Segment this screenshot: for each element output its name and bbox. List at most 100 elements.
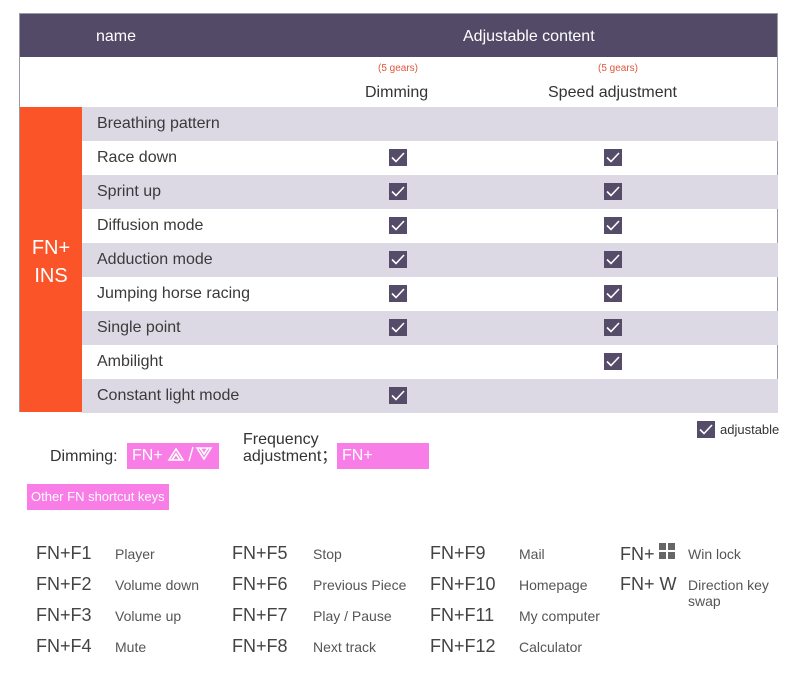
shortcut-description: Volume up — [115, 608, 182, 624]
dimming-shortcut-label: Dimming: — [50, 448, 118, 465]
legend: adjustable — [697, 421, 779, 439]
shortcut-key: FN+F2 — [36, 574, 92, 595]
frequency-fn-text: FN+ — [342, 447, 373, 464]
fn-key-line2: INS — [34, 265, 68, 287]
up-down-arrows-icon — [167, 447, 213, 462]
shortcut-key-text: FN+F10 — [430, 574, 496, 594]
shortcut-key-text: FN+F8 — [232, 636, 288, 656]
legend-label: adjustable — [720, 422, 780, 438]
shortcut-key: FN+F9 — [430, 543, 486, 564]
shortcut-key: FN+F6 — [232, 574, 288, 595]
mode-label: Diffusion mode — [97, 217, 204, 234]
dimming-checkbox-icon — [389, 285, 407, 302]
mode-label: Race down — [97, 149, 178, 166]
shortcut-description: Direction key swap — [688, 577, 769, 609]
shortcut-key: FN+F11 — [430, 605, 494, 626]
shortcut-key: FN+ — [620, 543, 678, 567]
checkbox-checked-icon — [697, 421, 715, 439]
shortcut-description: Previous Piece — [313, 577, 407, 593]
table-row: Diffusion mode — [82, 209, 778, 243]
table-header: name Adjustable content — [20, 14, 777, 57]
shortcut-key-text: FN+F6 — [232, 574, 288, 594]
shortcut-description: Mail — [519, 546, 545, 562]
frequency-label-line2: adjustment； — [243, 448, 338, 465]
table-row: Adduction mode — [82, 243, 778, 277]
other-fn-shortcut-keys-banner: Other FN shortcut keys — [27, 484, 169, 510]
table-row: Jumping horse racing — [82, 277, 778, 311]
dimming-column-label: Dimming — [365, 84, 429, 101]
dimming-checkbox-icon — [389, 319, 407, 336]
fn-key-line1: FN+ — [31, 237, 71, 259]
shortcut-description: Next track — [313, 639, 377, 655]
shortcut-key-text: FN+F1 — [36, 543, 92, 563]
mode-label: Adduction mode — [97, 251, 213, 268]
frequency-shortcut-key: FN+ — [337, 443, 429, 488]
mode-label: Constant light mode — [97, 387, 240, 404]
speed-checkbox-icon — [604, 149, 622, 166]
shortcut-key-text: FN+F5 — [232, 543, 288, 563]
dimming-fn-text: FN+ — [132, 447, 163, 464]
dimming-checkbox-icon — [389, 149, 407, 166]
shortcut-key: FN+ W — [620, 574, 677, 595]
shortcut-key-text: FN+F7 — [232, 605, 288, 625]
shortcut-key-text: FN+ W — [620, 574, 677, 594]
shortcut-description: Homepage — [519, 577, 588, 593]
windows-icon — [658, 543, 675, 564]
speed-checkbox-icon — [604, 285, 622, 302]
header-name: name — [96, 28, 137, 45]
table-row: Race down — [82, 141, 778, 175]
shortcut-key-text: FN+F11 — [430, 605, 495, 625]
dimming-gears: (5 gears) — [378, 63, 419, 74]
frequency-label-line1: Frequency — [243, 431, 319, 448]
shortcut-description: My computer — [519, 608, 600, 624]
mode-table: name Adjustable content (5 gears) Dimmin… — [19, 13, 778, 413]
mode-label: Ambilight — [97, 353, 163, 370]
table-row: Constant light mode — [82, 379, 778, 413]
speed-gears: (5 gears) — [598, 63, 639, 74]
speed-checkbox-icon — [604, 319, 622, 336]
frequency-shortcut-label: Frequency adjustment； — [243, 431, 337, 465]
dimming-shortcut-key: FN+ — [127, 443, 219, 469]
shortcut-key-text: FN+F9 — [430, 543, 486, 563]
shortcut-key-text: FN+F4 — [36, 636, 92, 656]
table-row: Single point — [82, 311, 778, 345]
shortcut-key: FN+F7 — [232, 605, 288, 626]
dimming-checkbox-icon — [389, 217, 407, 234]
shortcut-key: FN+F5 — [232, 543, 288, 564]
shortcut-description: Win lock — [688, 546, 741, 562]
mode-label: Sprint up — [97, 183, 162, 200]
shortcut-key: FN+F3 — [36, 605, 92, 626]
table-row: Sprint up — [82, 175, 778, 209]
speed-checkbox-icon — [604, 183, 622, 200]
shortcut-key-text: FN+F12 — [430, 636, 496, 656]
speed-checkbox-icon — [604, 217, 622, 234]
mode-label: Jumping horse racing — [97, 285, 250, 302]
dimming-checkbox-icon — [389, 251, 407, 268]
shortcut-key: FN+F1 — [36, 543, 92, 564]
table-row: Ambilight — [82, 345, 778, 379]
speed-checkbox-icon — [604, 353, 622, 370]
speed-checkbox-icon — [604, 251, 622, 268]
column-subheader: (5 gears) Dimming (5 gears) Speed adjust… — [20, 57, 777, 107]
shortcut-key: FN+F8 — [232, 636, 288, 657]
fn-ins-key-block: FN+ INS — [20, 107, 82, 412]
left-right-arrows-icon — [342, 473, 387, 488]
shortcut-description: Mute — [115, 639, 147, 655]
shortcut-description: Volume down — [115, 577, 200, 593]
shortcut-key-text: FN+ — [620, 543, 655, 564]
mode-label: Breathing pattern — [97, 115, 220, 132]
shortcut-description: Calculator — [519, 639, 583, 655]
shortcut-description: Stop — [313, 546, 342, 562]
table-row: Breathing pattern — [82, 107, 778, 141]
mode-label: Single point — [97, 319, 181, 336]
speed-column-label: Speed adjustment — [548, 84, 677, 101]
dimming-checkbox-icon — [389, 387, 407, 404]
header-adjustable-content: Adjustable content — [463, 28, 595, 45]
shortcut-key: FN+F4 — [36, 636, 92, 657]
shortcut-key: FN+F12 — [430, 636, 496, 657]
shortcut-description: Play / Pause — [313, 608, 392, 624]
dimming-checkbox-icon — [389, 183, 407, 200]
shortcut-key-text: FN+F2 — [36, 574, 92, 594]
shortcut-key: FN+F10 — [430, 574, 496, 595]
shortcut-description: Player — [115, 546, 155, 562]
